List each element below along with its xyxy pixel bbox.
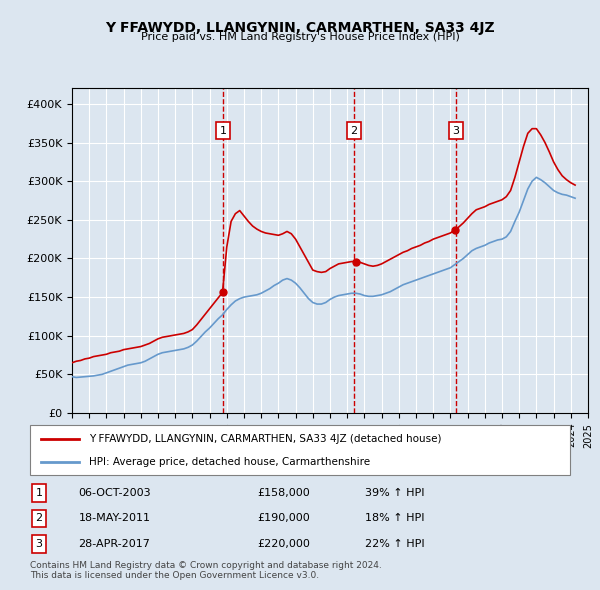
Text: £158,000: £158,000: [257, 488, 310, 497]
Text: £220,000: £220,000: [257, 539, 310, 549]
Text: Price paid vs. HM Land Registry's House Price Index (HPI): Price paid vs. HM Land Registry's House …: [140, 32, 460, 42]
Text: Y FFAWYDD, LLANGYNIN, CARMARTHEN, SA33 4JZ: Y FFAWYDD, LLANGYNIN, CARMARTHEN, SA33 4…: [105, 21, 495, 35]
Text: Contains HM Land Registry data © Crown copyright and database right 2024.
This d: Contains HM Land Registry data © Crown c…: [30, 561, 382, 581]
Text: HPI: Average price, detached house, Carmarthenshire: HPI: Average price, detached house, Carm…: [89, 457, 371, 467]
Text: 39% ↑ HPI: 39% ↑ HPI: [365, 488, 424, 497]
Text: 28-APR-2017: 28-APR-2017: [79, 539, 151, 549]
Text: 2: 2: [35, 513, 43, 523]
Text: 1: 1: [220, 126, 226, 136]
Text: £190,000: £190,000: [257, 513, 310, 523]
Text: 1: 1: [35, 488, 43, 497]
Text: 3: 3: [35, 539, 43, 549]
Text: 22% ↑ HPI: 22% ↑ HPI: [365, 539, 424, 549]
Text: 18% ↑ HPI: 18% ↑ HPI: [365, 513, 424, 523]
Text: 18-MAY-2011: 18-MAY-2011: [79, 513, 151, 523]
Text: Y FFAWYDD, LLANGYNIN, CARMARTHEN, SA33 4JZ (detached house): Y FFAWYDD, LLANGYNIN, CARMARTHEN, SA33 4…: [89, 434, 442, 444]
Text: 3: 3: [452, 126, 460, 136]
Text: 2: 2: [350, 126, 357, 136]
Text: 06-OCT-2003: 06-OCT-2003: [79, 488, 151, 497]
FancyBboxPatch shape: [30, 425, 570, 475]
